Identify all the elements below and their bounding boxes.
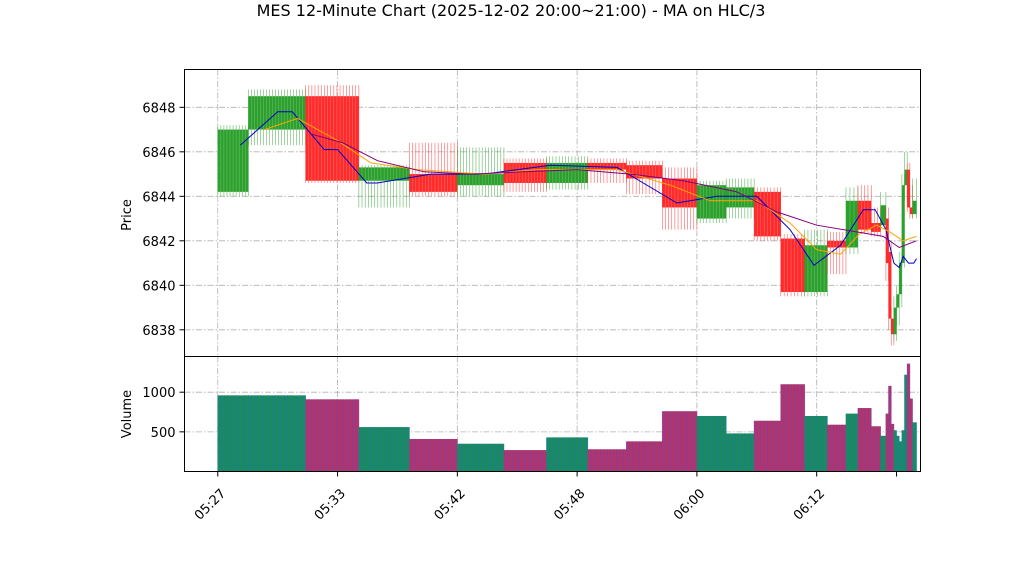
candle-body: [888, 251, 892, 319]
volume-bar: [909, 398, 913, 472]
moving-average-line: [240, 111, 917, 269]
candle-body: [726, 187, 755, 208]
price-tick-label: 6838: [142, 324, 175, 339]
candle-body: [804, 245, 828, 292]
candle-body: [893, 307, 897, 335]
time-tick-label: 06:00: [671, 486, 708, 523]
candle-body: [305, 96, 359, 181]
volume-tick-label: 500: [151, 426, 176, 441]
price-tick-label: 6846: [142, 146, 175, 161]
volume-bar: [780, 384, 805, 472]
price-axis-label: Price: [120, 199, 135, 231]
candle-body: [827, 240, 846, 248]
candle-body: [899, 263, 902, 295]
volume-axis-ticks: 500 1000: [142, 386, 185, 441]
price-tick-label: 6840: [142, 279, 175, 294]
candle-body: [780, 238, 805, 292]
candle-body: [457, 174, 504, 186]
candle-body: [871, 223, 881, 232]
candle-body: [912, 200, 917, 215]
volume-bar: [457, 443, 504, 472]
volume-bar: [845, 413, 858, 472]
candle-body: [907, 169, 910, 208]
volume-bar: [888, 385, 892, 472]
volume-axis-label: Volume: [120, 390, 135, 438]
volume-bar: [893, 430, 897, 472]
volume-bar: [626, 441, 663, 472]
moving-average-line: [310, 133, 917, 249]
volume-bar: [880, 435, 886, 472]
volume-panel-frame: [184, 356, 921, 472]
volume-bar: [409, 438, 458, 472]
candle-body: [503, 162, 547, 183]
moving-average-line: [264, 117, 917, 255]
volume-bar: [696, 415, 727, 472]
candle-body: [896, 294, 900, 308]
candle-body: [696, 185, 727, 219]
candle-body: [587, 162, 627, 170]
time-tick-label: 05:27: [192, 486, 229, 523]
candle-body: [909, 207, 913, 215]
volume-bars: [217, 363, 917, 472]
volume-bar: [726, 433, 755, 472]
moving-average-lines: [240, 111, 917, 269]
price-tick-label: 6844: [142, 190, 175, 205]
time-tick-label: 05:48: [551, 486, 588, 523]
candle-body: [358, 167, 410, 181]
time-tick-label: 06:12: [791, 486, 828, 523]
volume-bar: [546, 437, 588, 472]
price-axis-ticks: 6838 6840 6842 6844 6846 6848: [142, 101, 185, 339]
time-tick-label: 05:42: [432, 486, 469, 523]
candles: [217, 85, 917, 346]
time-axis-ticks: 05:27 05:33 05:42 05:48 06:00 06:12: [192, 471, 898, 523]
candle-body: [891, 318, 894, 335]
volume-bar: [662, 411, 697, 472]
candle-body: [409, 174, 458, 192]
volume-bar: [305, 399, 359, 472]
candle-body: [857, 200, 872, 230]
chart-title: MES 12-Minute Chart (2025-12-02 20:00~21…: [257, 1, 766, 20]
candle-body: [885, 218, 889, 264]
price-tick-label: 6848: [142, 101, 175, 116]
candle-body: [546, 162, 588, 183]
volume-bar: [912, 422, 917, 472]
volume-bar: [891, 423, 894, 472]
volume-bar: [901, 430, 905, 472]
volume-bar: [885, 413, 889, 472]
candle-body: [845, 200, 858, 248]
candle-body: [880, 205, 886, 226]
candle-body: [901, 185, 905, 264]
volume-bar: [904, 374, 908, 472]
candle-body: [904, 169, 908, 186]
volume-bar: [896, 435, 900, 472]
candle-body: [217, 129, 249, 192]
volume-tick-label: 1000: [142, 386, 175, 401]
volume-bar: [248, 395, 306, 472]
volume-bar: [871, 426, 881, 472]
price-tick-label: 6842: [142, 235, 175, 250]
time-tick-label: 05:33: [312, 486, 349, 523]
volume-bar: [907, 363, 910, 472]
volume-bar: [899, 441, 902, 472]
volume-bar: [804, 415, 828, 472]
